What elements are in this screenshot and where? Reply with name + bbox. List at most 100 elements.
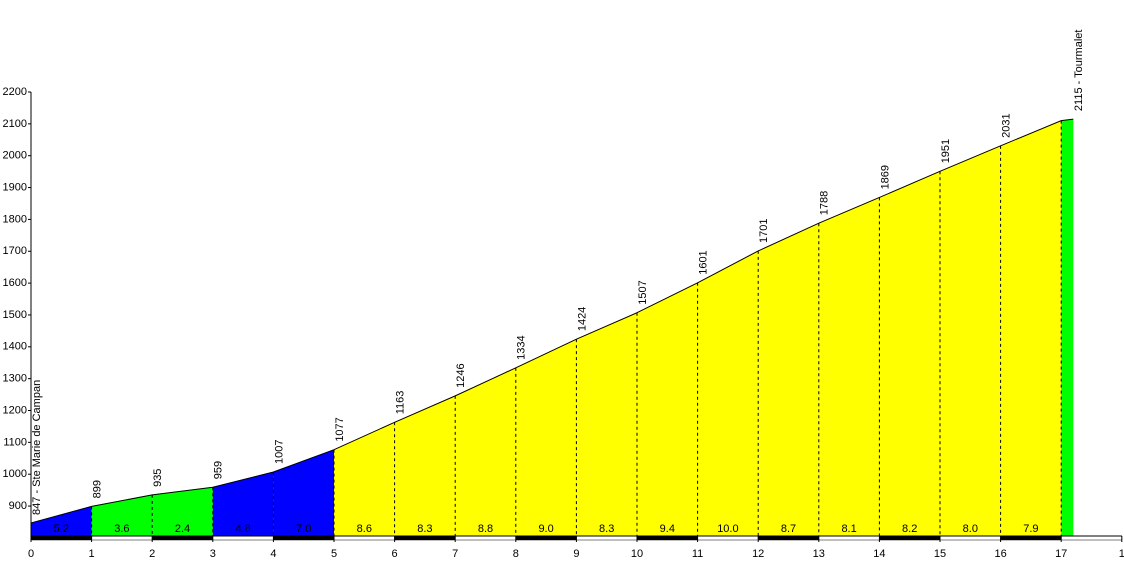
segment-fill [940,145,1001,537]
y-tick-label: 2100 [3,118,27,130]
x-tick-label: 14 [873,548,885,560]
x-tick-label: 4 [270,548,276,560]
y-tick-label: 1600 [3,277,27,289]
x-tick-label: 6 [392,548,398,560]
x-tick-label: 11 [692,548,703,560]
km-scale-bar [212,535,274,541]
x-tick-label: 13 [813,548,825,560]
x-tick-label: 7 [452,548,458,560]
elevation-label: 1951 [940,139,952,163]
elevation-label: 1601 [698,250,710,274]
km-scale-bar [757,535,820,541]
segment-fill [1061,119,1074,536]
elevation-label: 959 [213,461,225,479]
km-scale-bar [91,535,153,541]
km-scale-bar [1000,535,1062,541]
km-scale-bar [818,535,880,541]
x-tick-label: 12 [752,548,764,560]
x-tick-label: 2 [149,548,155,560]
segment-fill [576,312,637,536]
y-tick-label: 1500 [3,309,27,321]
km-scale-bar [515,535,577,541]
segment-fill [515,339,577,536]
elevation-label: 1334 [516,335,528,359]
gradient-label: 8.2 [902,523,917,535]
km-scale-bar [1060,535,1123,541]
km-scale-bar [30,535,92,541]
y-tick-label: 1700 [3,245,27,257]
elevation-label: 935 [152,469,164,487]
segment-fill [637,282,698,536]
km-scale-bar [333,535,395,541]
gradient-label: 8.1 [841,523,856,535]
km-scale-bar [636,535,698,541]
gradient-label: 8.3 [417,523,432,535]
segment-fill [697,250,759,537]
y-tick-label: 1000 [3,468,27,480]
segment-fill [1000,120,1062,536]
elevation-label: 1869 [879,165,891,189]
elevation-label: 1246 [455,363,467,387]
km-scale-bar [879,535,941,541]
y-tick-label: 1900 [3,181,27,193]
x-tick-label: 16 [994,548,1006,560]
km-scale-bar [151,535,214,541]
gradient-label: 8.7 [781,523,796,535]
x-tick-label: 3 [210,548,216,560]
segment-fill [455,367,516,536]
elevation-label: 1007 [273,439,285,463]
segment-fill [818,197,880,536]
y-tick-label: 1800 [3,213,27,225]
gradient-label: 7.0 [296,523,311,535]
gradient-label: 4.8 [235,523,250,535]
elevation-label: 2031 [1001,113,1013,137]
gradient-label: 10.0 [717,523,738,535]
km-scale-bar [697,535,759,541]
x-tick-label: 1 [1119,548,1124,560]
gradient-label: 9.4 [660,523,675,535]
elevation-label: 899 [92,480,104,498]
y-tick-label: 1200 [3,404,27,416]
x-tick-label: 15 [934,548,946,560]
elevation-label: 1424 [576,307,588,331]
gradient-label: 9.0 [538,523,553,535]
elevation-label: 1701 [758,218,770,242]
y-tick-label: 1100 [3,436,27,448]
segment-fill [273,449,334,536]
elevation-label: 1507 [637,280,649,304]
elevation-label: 1163 [395,391,407,415]
segment-fill [394,395,456,536]
segment-fill [212,471,274,536]
x-tick-label: 10 [631,548,643,560]
y-tick-label: 2200 [3,86,27,98]
km-scale-bar [454,535,517,541]
gradient-label: 8.6 [357,523,372,535]
segment-fill [879,171,940,536]
x-tick-label: 8 [513,548,519,560]
gradient-label: 5.2 [54,523,69,535]
profile-line [30,118,1074,524]
x-tick-label: 17 [1055,548,1067,560]
km-scale-bar [394,535,456,541]
segment-fill [91,494,153,536]
elevation-label: 2115 - Tourmalet [1073,30,1085,112]
y-tick-label: 1400 [3,341,27,353]
segment-fill [152,487,213,536]
elevation-label: 1788 [819,191,831,215]
gradient-label: 8.0 [963,523,978,535]
elevation-label: 847 - Ste Marie de Campan [31,380,43,515]
km-scale-bar [576,535,638,541]
y-tick-label: 1300 [3,373,27,385]
x-tick-label: 1 [89,548,95,560]
segment-fill [334,422,395,536]
segment-fill [31,506,92,536]
y-tick-label: 900 [9,500,27,512]
x-tick-label: 9 [573,548,579,560]
gradient-label: 8.3 [599,523,614,535]
x-tick-label: 0 [28,548,34,560]
km-scale-bar [273,535,335,541]
gradient-label: 8.8 [478,523,493,535]
segment-fill [758,223,819,536]
